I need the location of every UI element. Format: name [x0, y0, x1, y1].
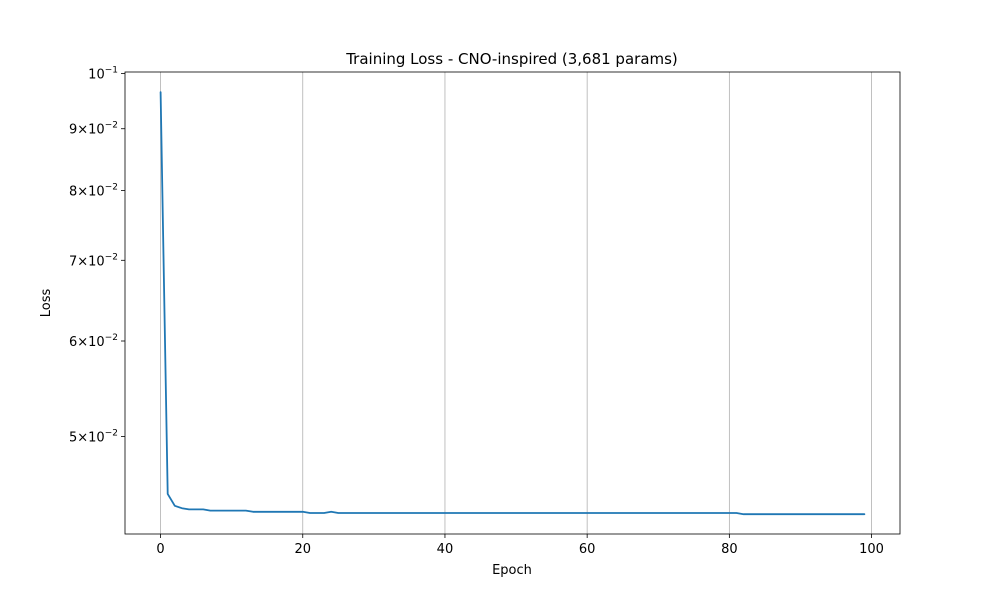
- y-axis-label: Loss: [39, 289, 54, 318]
- y-tick-label: 6×10−2: [69, 333, 118, 350]
- x-tick-label: 40: [437, 542, 454, 557]
- x-tick-label: 20: [294, 542, 311, 557]
- y-tick-exponent: −2: [105, 428, 118, 438]
- x-tick-label: 80: [721, 542, 738, 557]
- y-tick-mantissa: 8×10: [69, 184, 105, 199]
- y-tick-mantissa: 5×10: [69, 430, 105, 445]
- y-tick-mantissa: 7×10: [69, 254, 105, 269]
- y-tick-exponent: −2: [105, 121, 118, 131]
- x-axis-label: Epoch: [492, 563, 532, 578]
- y-tick-exponent: −2: [105, 333, 118, 343]
- x-tick-label: 60: [579, 542, 596, 557]
- grid-lines: [160, 72, 872, 534]
- x-axis: 0 20 40 60 80 100: [156, 534, 884, 557]
- y-tick-exponent: −1: [105, 66, 118, 76]
- loss-line: [159, 91, 866, 516]
- x-tick-label: 0: [156, 542, 164, 557]
- y-tick-label: 5×10−2: [69, 428, 118, 445]
- y-tick-mantissa: 6×10: [69, 335, 105, 350]
- y-tick-label: 7×10−2: [69, 252, 118, 269]
- y-tick-label: 8×10−2: [69, 182, 118, 199]
- y-tick-label: 9×10−2: [69, 121, 118, 138]
- x-tick-label: 100: [859, 542, 884, 557]
- plot-frame: [124, 71, 901, 535]
- y-tick-exponent: −2: [105, 252, 118, 262]
- series-layer: [159, 91, 866, 516]
- y-tick-label: 10−1: [88, 66, 118, 83]
- y-tick-mantissa: 9×10: [69, 123, 105, 138]
- y-tick-exponent: −2: [105, 182, 118, 192]
- y-axis: 10−19×10−28×10−27×10−26×10−25×10−2: [69, 66, 125, 445]
- y-tick-mantissa: 10: [88, 68, 105, 83]
- chart-title: Training Loss - CNO-inspired (3,681 para…: [345, 50, 678, 68]
